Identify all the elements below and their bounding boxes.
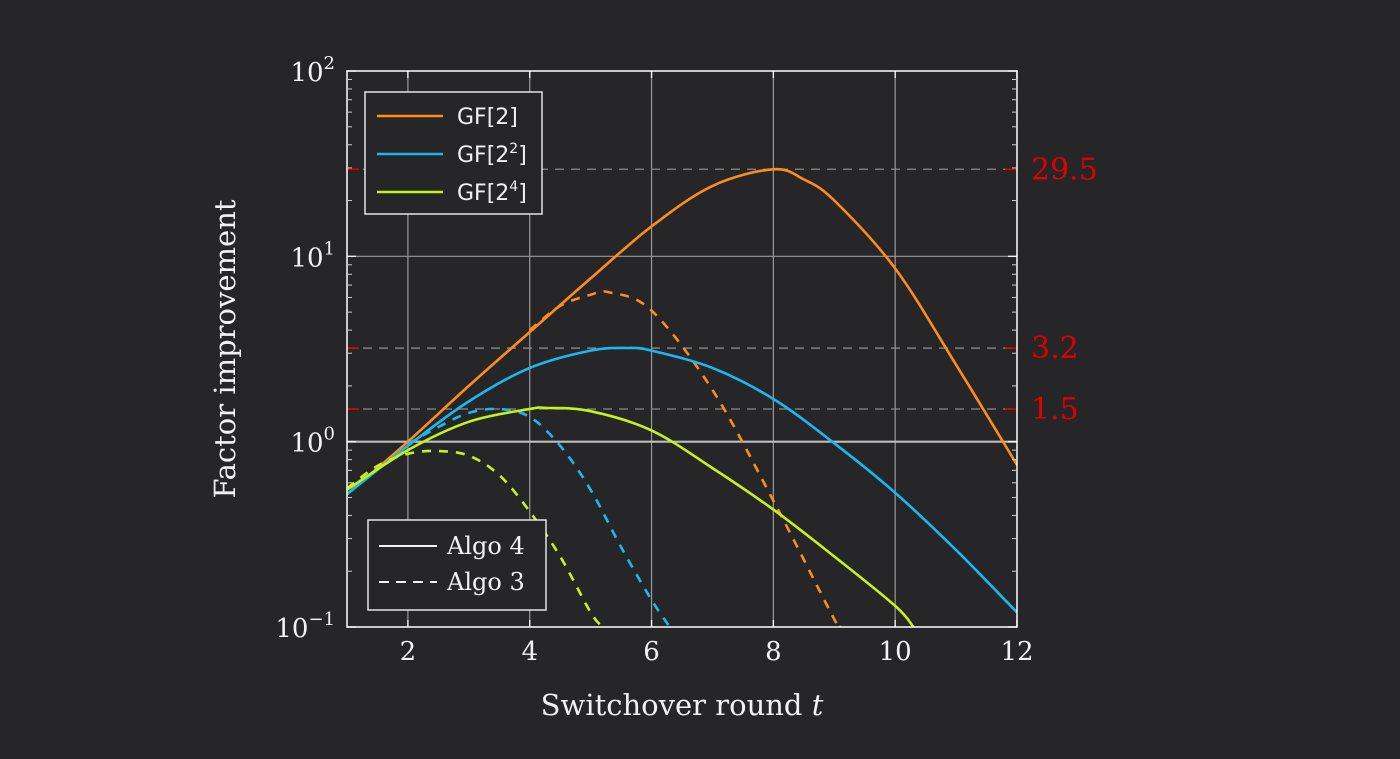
series-line xyxy=(347,346,1017,614)
y-tick-label: 100 xyxy=(290,424,335,459)
series-line xyxy=(347,449,604,627)
series-lines xyxy=(347,167,1017,627)
x-tick-label: 12 xyxy=(1000,637,1033,667)
x-tick-label: 4 xyxy=(521,637,538,667)
y-tick-label: 102 xyxy=(290,53,335,88)
series-line xyxy=(528,289,842,627)
reference-lines: 29.5 3.2 1.5 xyxy=(347,152,1098,443)
y-axis-label: Factor improvement xyxy=(208,199,242,498)
legend-label: GF[22] xyxy=(457,141,527,168)
reference-label: 3.2 xyxy=(1031,331,1079,366)
x-axis-label: Switchover round t xyxy=(541,688,824,722)
series-line xyxy=(347,167,1017,496)
legend-label: Algo 3 xyxy=(446,568,525,596)
series-line xyxy=(407,407,671,627)
reference-label: 1.5 xyxy=(1031,392,1079,427)
legend-label: GF[2] xyxy=(457,105,518,130)
y-tick-label: 101 xyxy=(290,238,335,273)
axis-ticks: 2 4 6 8 10 12 10−1 100 101 102 xyxy=(275,53,1033,667)
x-tick-label: 2 xyxy=(400,637,417,667)
series-line xyxy=(347,406,915,627)
legend-label: Algo 4 xyxy=(446,532,525,560)
y-tick-label: 10−1 xyxy=(275,609,335,644)
legend-algos-box xyxy=(367,519,547,611)
legend-algos: Algo 4 Algo 3 xyxy=(367,519,547,611)
plot-frame xyxy=(346,70,1018,628)
legend-label: GF[24] xyxy=(457,179,527,206)
legend-fields: GF[2] GF[22] GF[24] xyxy=(364,91,543,215)
x-tick-label: 6 xyxy=(643,637,660,667)
reference-label: 29.5 xyxy=(1031,152,1098,187)
x-tick-label: 8 xyxy=(765,637,782,667)
x-tick-label: 10 xyxy=(879,637,912,667)
